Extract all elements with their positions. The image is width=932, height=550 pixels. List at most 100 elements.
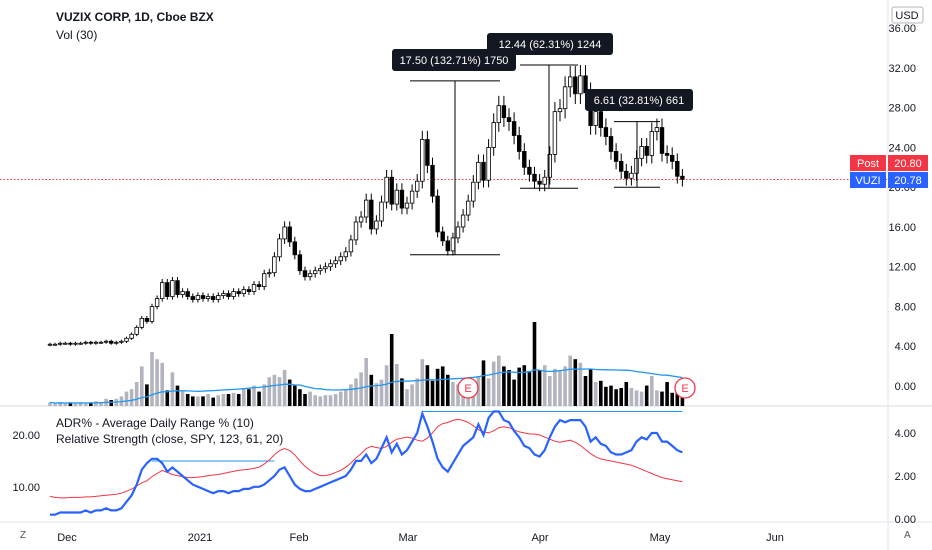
volume-bar (542, 365, 547, 406)
volume-bar (665, 382, 669, 406)
candle-body (231, 291, 236, 297)
volume-bar (231, 392, 236, 406)
candle-body (343, 251, 348, 258)
volume-bar (507, 370, 511, 406)
candle-body (471, 181, 476, 202)
volume-bar (175, 385, 180, 406)
candle-body (374, 220, 379, 230)
volume-bar (344, 390, 348, 406)
candle-body (159, 282, 165, 299)
candle-body (573, 76, 578, 95)
earnings-marker (457, 377, 479, 399)
volume-bar (262, 384, 266, 406)
volume-bar (160, 362, 164, 406)
volume-bar (303, 394, 307, 406)
candle-body (287, 226, 292, 243)
volume-bar (206, 394, 210, 406)
volume-bar (89, 402, 93, 406)
candle-body (557, 108, 563, 113)
volume-bar (639, 391, 644, 406)
volume-bar (389, 334, 394, 406)
price-tag-value-box (888, 172, 928, 188)
candle-body (649, 131, 654, 156)
volume-bar (129, 389, 134, 406)
volume-bar (497, 355, 501, 406)
candle-body (629, 172, 634, 179)
candle-body (205, 296, 211, 299)
candle-body (139, 318, 144, 328)
candle-body (210, 296, 216, 300)
volume-bar (476, 376, 481, 406)
volume-bar (548, 376, 552, 406)
measure-label-text: 6.61 (32.81%) 661 (594, 95, 685, 107)
volume-bar (650, 376, 654, 406)
volume-bar (599, 380, 603, 406)
price-tag-value-box (888, 155, 928, 171)
volume-bar (165, 390, 170, 406)
candle-body (527, 166, 532, 175)
zoom-button[interactable]: Z (20, 530, 27, 541)
volume-bar (395, 364, 399, 406)
volume-bar (451, 382, 455, 406)
volume-label: Vol (30) (56, 28, 98, 42)
candle-body (619, 160, 624, 172)
candle-body (185, 291, 190, 297)
chart-title: VUZIX CORP, 1D, Cboe BZX (56, 10, 214, 24)
candle-body (312, 270, 318, 275)
volume-bar (252, 385, 256, 406)
volume-bar (563, 366, 567, 406)
price-tick-label: 28.00 (888, 103, 916, 115)
volume-bar (150, 352, 154, 406)
measure-label-text: 12.44 (62.31%) 1244 (499, 39, 602, 51)
volume-bar (180, 391, 185, 406)
relative-strength-label: Relative Strength (close, SPY, 123, 61, … (56, 432, 284, 446)
volume-bar (221, 394, 226, 406)
candle-body (379, 201, 384, 222)
volume-bar (435, 368, 440, 406)
volume-bar (680, 394, 685, 406)
earnings-marker-label: E (681, 383, 688, 395)
candle-body (675, 160, 680, 177)
volume-bar (48, 402, 52, 406)
volume-bar (491, 361, 496, 406)
candle-body (491, 122, 496, 148)
candle-body (430, 164, 435, 197)
candle-body (511, 121, 517, 136)
candle-body (624, 170, 629, 179)
candle-body (425, 139, 430, 166)
candle-body (613, 151, 619, 162)
time-tick-label: Mar (399, 532, 418, 544)
earnings-marker-label: E (464, 383, 471, 395)
candle-body (562, 86, 568, 110)
volume-bar (517, 367, 521, 406)
volume-bar (236, 394, 241, 406)
volume-bar (267, 377, 272, 406)
volume-bar (624, 382, 629, 406)
price-tick-label: 0.00 (895, 381, 916, 393)
volume-bar (573, 359, 578, 406)
volume-average-line (49, 368, 683, 404)
candle-body (608, 136, 614, 152)
currency-box (891, 6, 924, 24)
volume-bar (349, 384, 353, 406)
candle-body (216, 295, 221, 300)
candle-body (369, 199, 374, 230)
volume-bar (68, 402, 73, 406)
volume-bar (124, 391, 129, 406)
volume-bar (287, 379, 292, 406)
candle-body (73, 342, 78, 345)
volume-bar (410, 384, 414, 406)
candle-body (404, 202, 410, 209)
auto-scale-button[interactable]: A (904, 530, 911, 541)
volume-bar (537, 370, 542, 406)
candle-body (307, 273, 313, 278)
volume-bar (134, 382, 139, 406)
volume-bar (145, 384, 149, 406)
candle-body (302, 270, 308, 278)
volume-bar (216, 395, 221, 406)
price-tag-name-box (850, 155, 886, 171)
candle-body (328, 263, 333, 268)
candle-body (532, 173, 537, 182)
candle-body (272, 256, 277, 274)
